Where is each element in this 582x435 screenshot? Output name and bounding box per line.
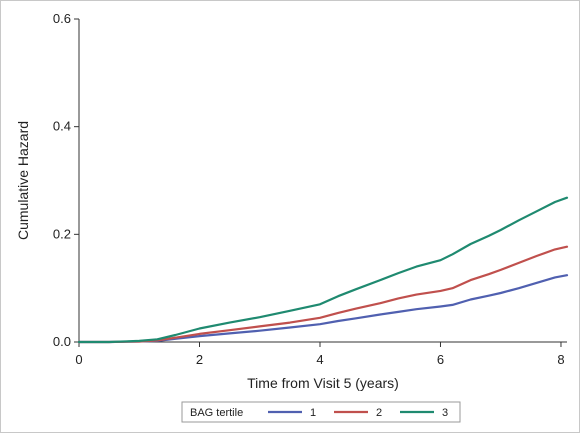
y-axis-title: Cumulative Hazard (15, 121, 31, 240)
y-axis-ticks: 0.0 0.2 0.4 0.6 (53, 11, 79, 349)
x-axis-title: Time from Visit 5 (years) (247, 375, 399, 391)
x-tick-label: 8 (557, 352, 564, 367)
legend-label-tertile-1: 1 (310, 407, 316, 419)
x-tick-label: 4 (316, 352, 323, 367)
legend-label-tertile-2: 2 (376, 407, 382, 419)
x-tick-label: 0 (75, 352, 82, 367)
y-tick-label: 0.6 (53, 11, 71, 26)
legend-title: BAG tertile (190, 407, 243, 419)
legend: BAG tertile 1 2 3 (181, 401, 461, 423)
legend-label-tertile-3: 3 (442, 407, 448, 419)
x-tick-label: 6 (437, 352, 444, 367)
series-line-tertile-2 (77, 245, 569, 344)
series-line-tertile-3 (77, 196, 569, 344)
series-lines (77, 196, 569, 344)
legend-items: 1 2 3 (268, 407, 448, 419)
axes (78, 19, 567, 343)
y-tick-label: 0.0 (53, 334, 71, 349)
legend-box (181, 401, 461, 423)
y-tick-label: 0.2 (53, 226, 71, 241)
x-tick-label: 2 (196, 352, 203, 367)
y-tick-label: 0.4 (53, 119, 71, 134)
